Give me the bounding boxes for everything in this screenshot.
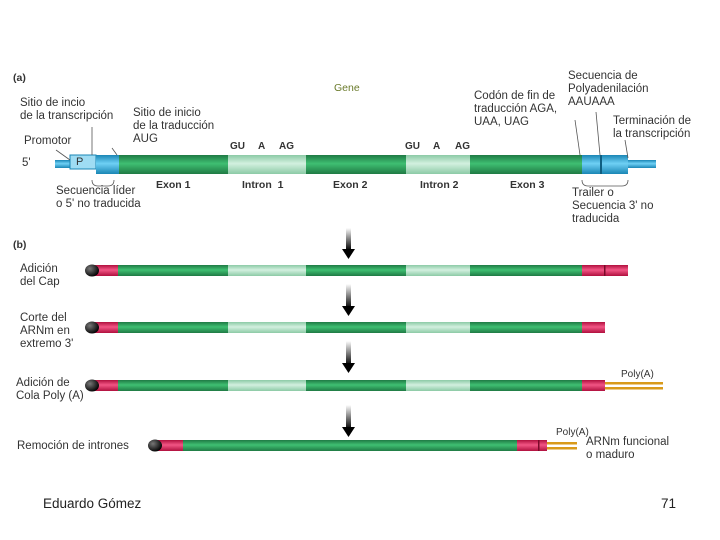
panel-label-a: (a)	[13, 72, 26, 84]
splice-site-gu-1: GU	[230, 141, 245, 152]
translation-start-label: Sitio de inicio de la traducción AUG	[133, 107, 215, 145]
gene-exon-3	[470, 155, 582, 174]
gene-label: Gene	[334, 82, 360, 94]
author-name: Eduardo Gómez	[43, 496, 142, 511]
polya-tail	[605, 382, 663, 385]
polya-tail	[547, 447, 577, 450]
promoter-box-label: P	[76, 156, 84, 168]
segment-label-intron-2: Intron 2	[420, 179, 459, 191]
stop-codon-label: Codón de fin de traducción AGA, UAA, UAG	[474, 90, 558, 128]
gene-intron-2	[406, 155, 470, 174]
polya-tail	[605, 387, 663, 390]
segment-label-intron-1: Intron 1	[242, 179, 284, 191]
segment-label-exon-2: Exon 2	[333, 179, 368, 191]
polyadenylation-label: Secuencia de Polyadenilación AAUAAA	[568, 70, 649, 108]
gene-leader-segment	[96, 155, 119, 174]
step-cleavage-label: Corte del ARNm en extremo 3'	[20, 312, 74, 350]
promoter-label: Promotor	[24, 135, 72, 147]
gene-trailer-divider	[600, 155, 602, 174]
gene-trailer-segment	[582, 155, 628, 174]
step-splicing-label: Remoción de intrones	[17, 440, 129, 452]
gene-intron-1	[228, 155, 306, 174]
branch-site-a-2: A	[433, 141, 441, 152]
mrna-row-cleavage	[85, 321, 605, 334]
splice-site-ag-1: AG	[279, 141, 294, 152]
mature-mrna-label: ARNm funcional o maduro	[586, 436, 670, 461]
step-polya-label: Adición de Cola Poly (A)	[16, 377, 84, 402]
splice-site-gu-2: GU	[405, 141, 420, 152]
transcription-start-label: Sitio de incio de la transcripción	[20, 97, 114, 122]
cap-icon	[85, 264, 99, 277]
mrna-row-cap	[85, 264, 628, 277]
page-number: 71	[661, 496, 677, 511]
trailer-label: Trailer o Secuencia 3' no traducida	[572, 187, 654, 225]
dna-flank-right	[628, 160, 656, 168]
pointer-lines	[55, 111, 629, 187]
mrna-row-polya	[85, 379, 663, 392]
termination-label: Terminación de la transcripción	[613, 115, 691, 140]
splice-site-ag-2: AG	[455, 141, 470, 152]
step-cap-label: Adición del Cap	[20, 263, 60, 288]
segment-label-exon-3: Exon 3	[510, 179, 545, 191]
mrna-row-mature	[148, 439, 577, 452]
cap-icon	[85, 379, 99, 392]
cap-icon	[148, 439, 162, 452]
polya-tail	[547, 442, 577, 445]
leader-label: Secuencia líder o 5' no traducida	[56, 185, 141, 210]
five-prime-label: 5'	[22, 157, 31, 169]
gene-exon-1	[119, 155, 228, 174]
panel-label-b: (b)	[13, 239, 27, 251]
process-arrows	[342, 228, 355, 437]
branch-site-a-1: A	[258, 141, 266, 152]
gene-exon-2	[306, 155, 406, 174]
polya-tail-label: Poly(A)	[621, 369, 654, 380]
polya-tail-label-mature: Poly(A)	[556, 427, 589, 438]
segment-label-exon-1: Exon 1	[156, 179, 191, 191]
cap-icon	[85, 321, 99, 334]
